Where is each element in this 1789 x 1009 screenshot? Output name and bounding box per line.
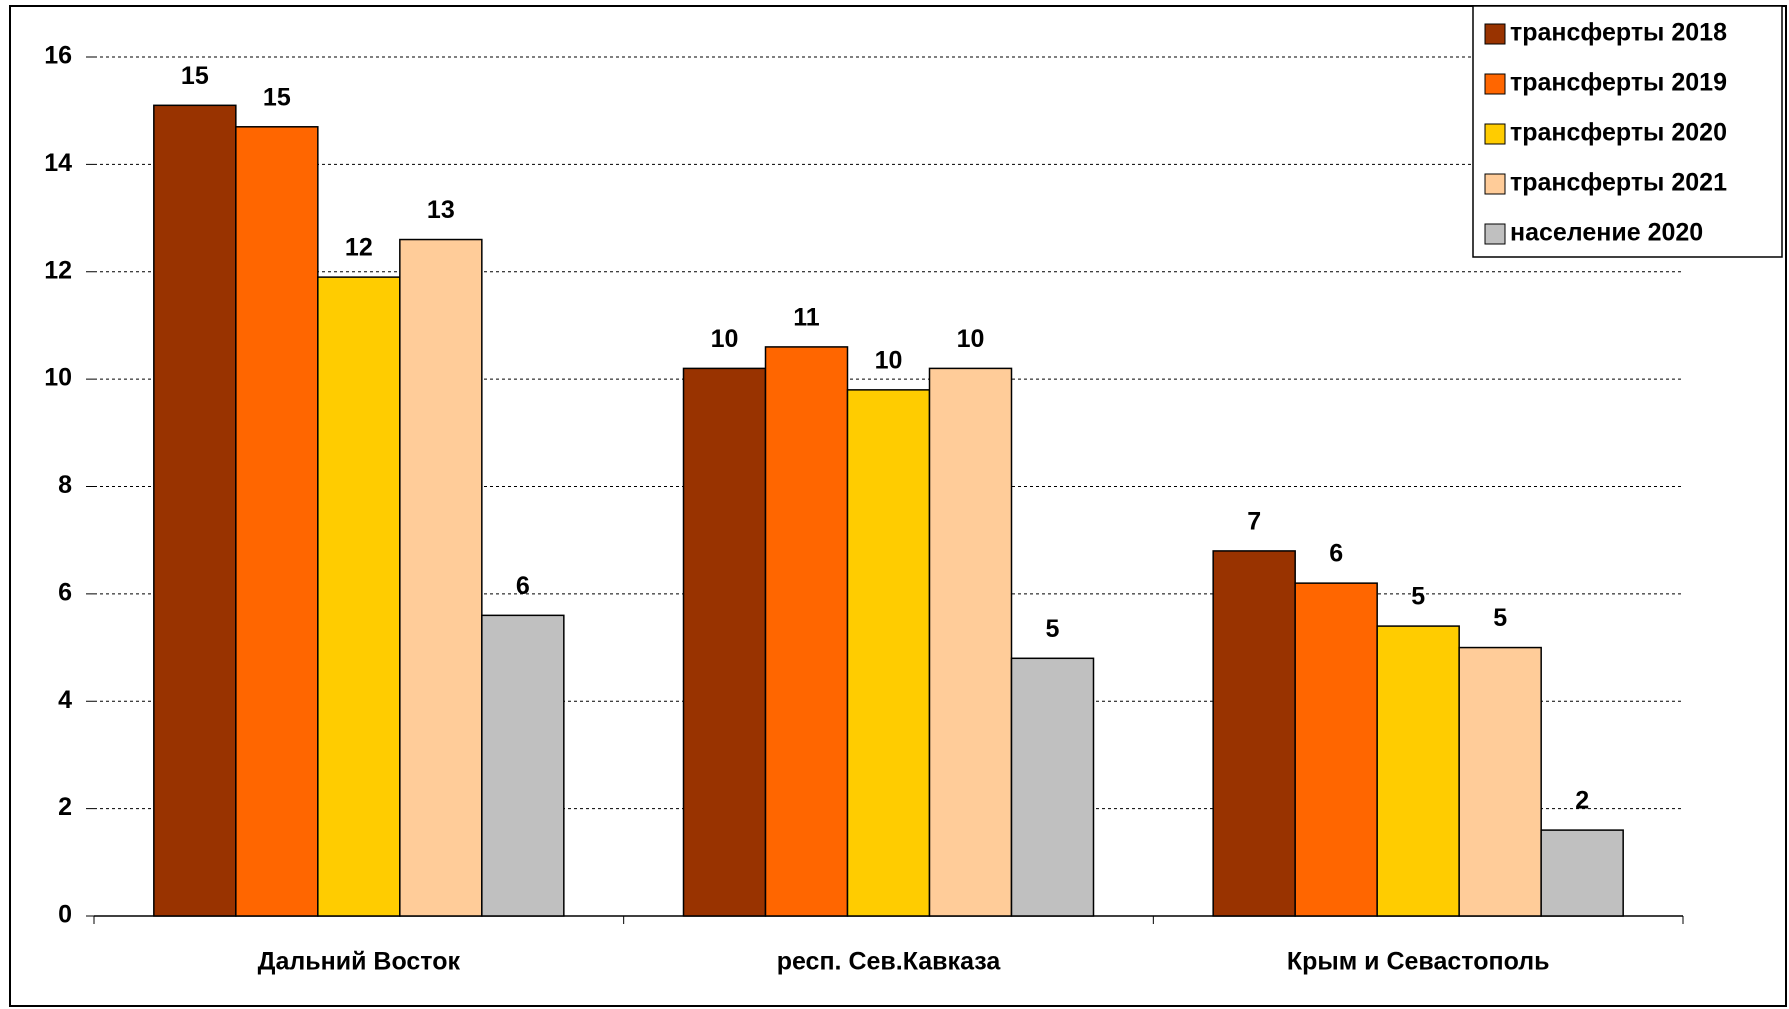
bar (317, 276, 401, 917)
bar (846, 389, 931, 917)
y-tick-label: 0 (58, 901, 72, 929)
legend-label: трансферты 2021 (1510, 169, 1727, 197)
value-label: 5 (1411, 583, 1425, 611)
value-label: 5 (1046, 615, 1060, 643)
y-tick-label: 6 (58, 578, 72, 606)
y-tick-label: 14 (44, 149, 72, 177)
bar (1376, 625, 1460, 917)
bar (928, 367, 1013, 917)
legend-swatch (1484, 223, 1506, 245)
value-label: 15 (181, 62, 209, 90)
legend-label: трансферты 2020 (1510, 119, 1727, 147)
legend-swatch (1484, 73, 1506, 95)
bar (399, 238, 483, 917)
value-label: 11 (793, 304, 820, 332)
bar (682, 367, 767, 917)
value-label: 6 (516, 572, 530, 600)
y-tick-label: 8 (58, 471, 72, 499)
legend-label: население 2020 (1510, 219, 1703, 247)
chart-frame (9, 5, 1787, 1007)
legend-box (1472, 5, 1783, 258)
y-tick-label: 2 (58, 793, 72, 821)
value-label: 12 (345, 234, 373, 262)
y-tick-label: 16 (44, 42, 72, 70)
bar (153, 104, 237, 917)
x-tick-label: респ. Сев.Кавказа (777, 948, 1002, 976)
legend-swatch (1484, 173, 1506, 195)
bar (764, 346, 849, 917)
value-label: 5 (1493, 604, 1507, 632)
x-tick-label: Дальний Восток (258, 948, 461, 976)
legend-label: трансферты 2018 (1510, 19, 1727, 47)
value-label: 2 (1575, 787, 1589, 815)
bar (1010, 657, 1095, 917)
bar (1540, 829, 1624, 917)
y-tick-label: 12 (44, 256, 72, 284)
value-label: 7 (1247, 508, 1261, 536)
bar (1458, 646, 1542, 917)
bar (1294, 582, 1378, 917)
value-label: 10 (957, 325, 985, 353)
legend-swatch (1484, 23, 1506, 45)
legend-label: трансферты 2019 (1510, 69, 1727, 97)
bar (1212, 550, 1296, 917)
y-tick-label: 10 (44, 364, 72, 392)
value-label: 15 (263, 83, 291, 111)
y-tick-label: 4 (58, 686, 72, 714)
value-label: 10 (711, 325, 739, 353)
bar (481, 614, 565, 917)
value-label: 6 (1329, 540, 1343, 568)
legend-swatch (1484, 123, 1506, 145)
value-label: 13 (427, 196, 455, 224)
bar (235, 126, 319, 917)
value-label: 10 (875, 346, 903, 374)
x-tick-label: Крым и Севастополь (1287, 948, 1550, 976)
